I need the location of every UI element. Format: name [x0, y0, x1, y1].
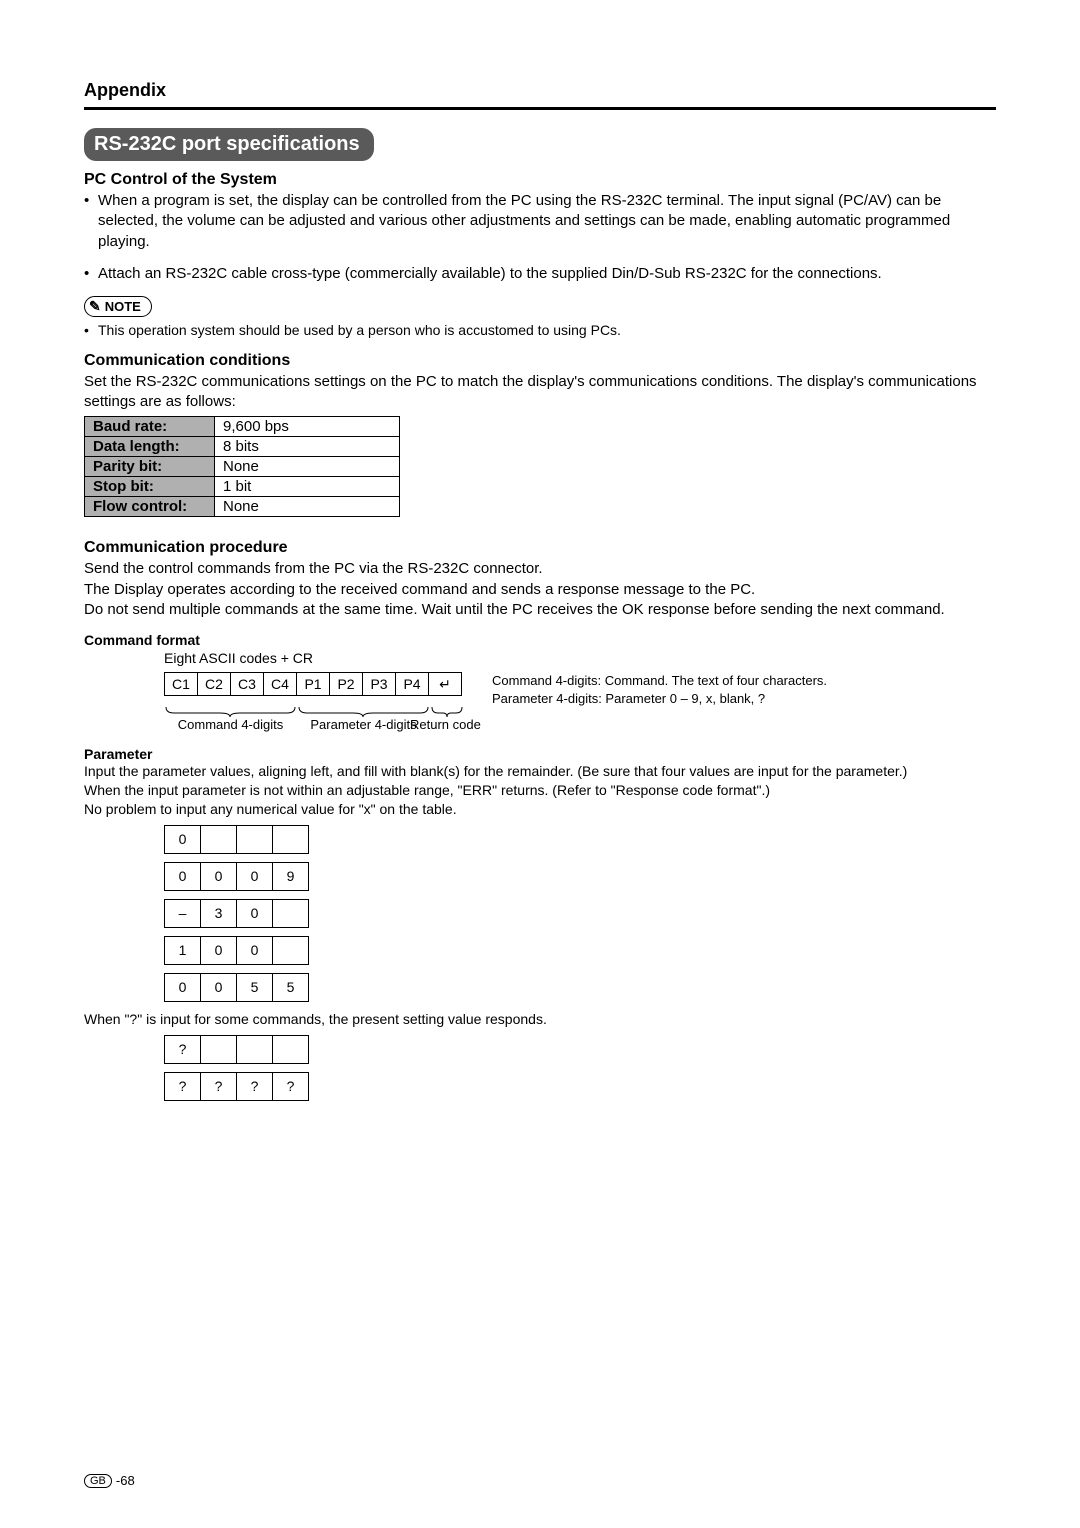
appendix-title: Appendix — [84, 80, 996, 101]
when-q-text: When "?" is input for some commands, the… — [84, 1010, 996, 1029]
comm-table-label: Parity bit: — [85, 457, 215, 477]
param-table: 0 — [164, 825, 309, 854]
cmd-cell: P3 — [362, 672, 396, 696]
param-tables: 00009–301000055 — [164, 825, 996, 1002]
param-cell: 0 — [201, 862, 237, 890]
footer: GB -68 — [84, 1473, 135, 1488]
param-cell: 0 — [201, 973, 237, 1001]
cmd-cell: P4 — [395, 672, 429, 696]
note-badge: ✎ NOTE — [84, 296, 152, 317]
divider — [84, 107, 996, 110]
note-bullet-text: This operation system should be used by … — [98, 321, 621, 340]
param-cell — [273, 936, 309, 964]
param-text-1: Input the parameter values, aligning lef… — [84, 762, 996, 781]
cmd-desc: Command 4-digits: Command. The text of f… — [492, 672, 827, 707]
param-cell: 0 — [165, 825, 201, 853]
gb-badge: GB — [84, 1474, 112, 1488]
comm-table-value: 9,600 bps — [215, 417, 400, 437]
cmd-desc-2: Parameter 4-digits: Parameter 0 – 9, x, … — [492, 690, 827, 708]
param-cell: 0 — [165, 973, 201, 1001]
comm-table-value: 8 bits — [215, 437, 400, 457]
comm-proc-heading: Communication procedure — [84, 539, 996, 557]
note-bullet: • This operation system should be used b… — [84, 321, 996, 340]
eight-codes-label: Eight ASCII codes + CR — [164, 650, 996, 666]
param-cell: 1 — [165, 936, 201, 964]
param-cell: – — [165, 899, 201, 927]
param-cell: 9 — [273, 862, 309, 890]
param-cell — [237, 1035, 273, 1063]
brace-svg-cmd — [164, 707, 297, 717]
param-text-3: No problem to input any numerical value … — [84, 800, 996, 819]
bullet-2: • Attach an RS-232C cable cross-type (co… — [84, 264, 996, 284]
cmd-cell: P2 — [329, 672, 363, 696]
comm-cond-heading: Communication conditions — [84, 352, 996, 370]
param-table: 100 — [164, 936, 309, 965]
comm-table-label: Flow control: — [85, 497, 215, 517]
param-cell: ? — [201, 1072, 237, 1100]
param-cell: 0 — [237, 862, 273, 890]
note-label: NOTE — [105, 299, 141, 314]
note-icon: ✎ — [89, 298, 101, 315]
param-cell: 3 — [201, 899, 237, 927]
param-heading: Parameter — [84, 746, 996, 762]
param-cell: 0 — [165, 862, 201, 890]
param-cell: 0 — [237, 899, 273, 927]
bullet-1-text: When a program is set, the display can b… — [98, 191, 996, 252]
comm-table-label: Baud rate: — [85, 417, 215, 437]
param-table: ? — [164, 1035, 309, 1064]
param-text-2: When the input parameter is not within a… — [84, 781, 996, 800]
bullet-1: • When a program is set, the display can… — [84, 191, 996, 252]
comm-proc-text: Send the control commands from the PC vi… — [84, 559, 996, 620]
cmd-cell: C1 — [164, 672, 198, 696]
section-banner: RS-232C port specifications — [84, 128, 374, 161]
brace-svg-param — [297, 707, 430, 717]
cmd-cell: C2 — [197, 672, 231, 696]
param-table: –30 — [164, 899, 309, 928]
page-number: -68 — [116, 1473, 135, 1488]
param-cell — [273, 899, 309, 927]
param-cell — [201, 1035, 237, 1063]
param-cell: ? — [237, 1072, 273, 1100]
brace-label-ret: Return code — [410, 717, 464, 732]
comm-table-value: None — [215, 497, 400, 517]
bullet-2-text: Attach an RS-232C cable cross-type (comm… — [98, 264, 882, 284]
param-table: 0055 — [164, 973, 309, 1002]
param-table: ???? — [164, 1072, 309, 1101]
param-cell — [273, 825, 309, 853]
pc-control-heading: PC Control of the System — [84, 171, 996, 189]
cmd-cell: C3 — [230, 672, 264, 696]
param-cell: 0 — [237, 936, 273, 964]
param-cell: ? — [165, 1035, 201, 1063]
param-cell: ? — [165, 1072, 201, 1100]
cmd-cell: C4 — [263, 672, 297, 696]
comm-table-label: Data length: — [85, 437, 215, 457]
comm-table-value: 1 bit — [215, 477, 400, 497]
param-cell: 5 — [273, 973, 309, 1001]
comm-table-value: None — [215, 457, 400, 477]
brace-svg-ret — [430, 707, 464, 717]
param-cell: ? — [273, 1072, 309, 1100]
param-cell: 0 — [201, 936, 237, 964]
cmd-cell: ↵ — [428, 672, 462, 696]
cmd-desc-1: Command 4-digits: Command. The text of f… — [492, 672, 827, 690]
param-table: 0009 — [164, 862, 309, 891]
param-cell — [237, 825, 273, 853]
param-cell — [273, 1035, 309, 1063]
brace-row: Command 4-digits Parameter 4-digits Retu… — [164, 707, 996, 732]
comm-table: Baud rate:9,600 bpsData length:8 bitsPar… — [84, 416, 400, 517]
q-tables: ????? — [164, 1035, 996, 1101]
cmd-cells: C1C2C3C4P1P2P3P4↵ — [164, 672, 462, 696]
param-cell — [201, 825, 237, 853]
cmd-format-block: Eight ASCII codes + CR C1C2C3C4P1P2P3P4↵… — [164, 650, 996, 732]
comm-cond-text: Set the RS-232C communications settings … — [84, 372, 996, 413]
brace-label-cmd: Command 4-digits — [164, 717, 297, 732]
cmd-format-heading: Command format — [84, 632, 996, 648]
param-cell: 5 — [237, 973, 273, 1001]
cmd-cell: P1 — [296, 672, 330, 696]
comm-table-label: Stop bit: — [85, 477, 215, 497]
